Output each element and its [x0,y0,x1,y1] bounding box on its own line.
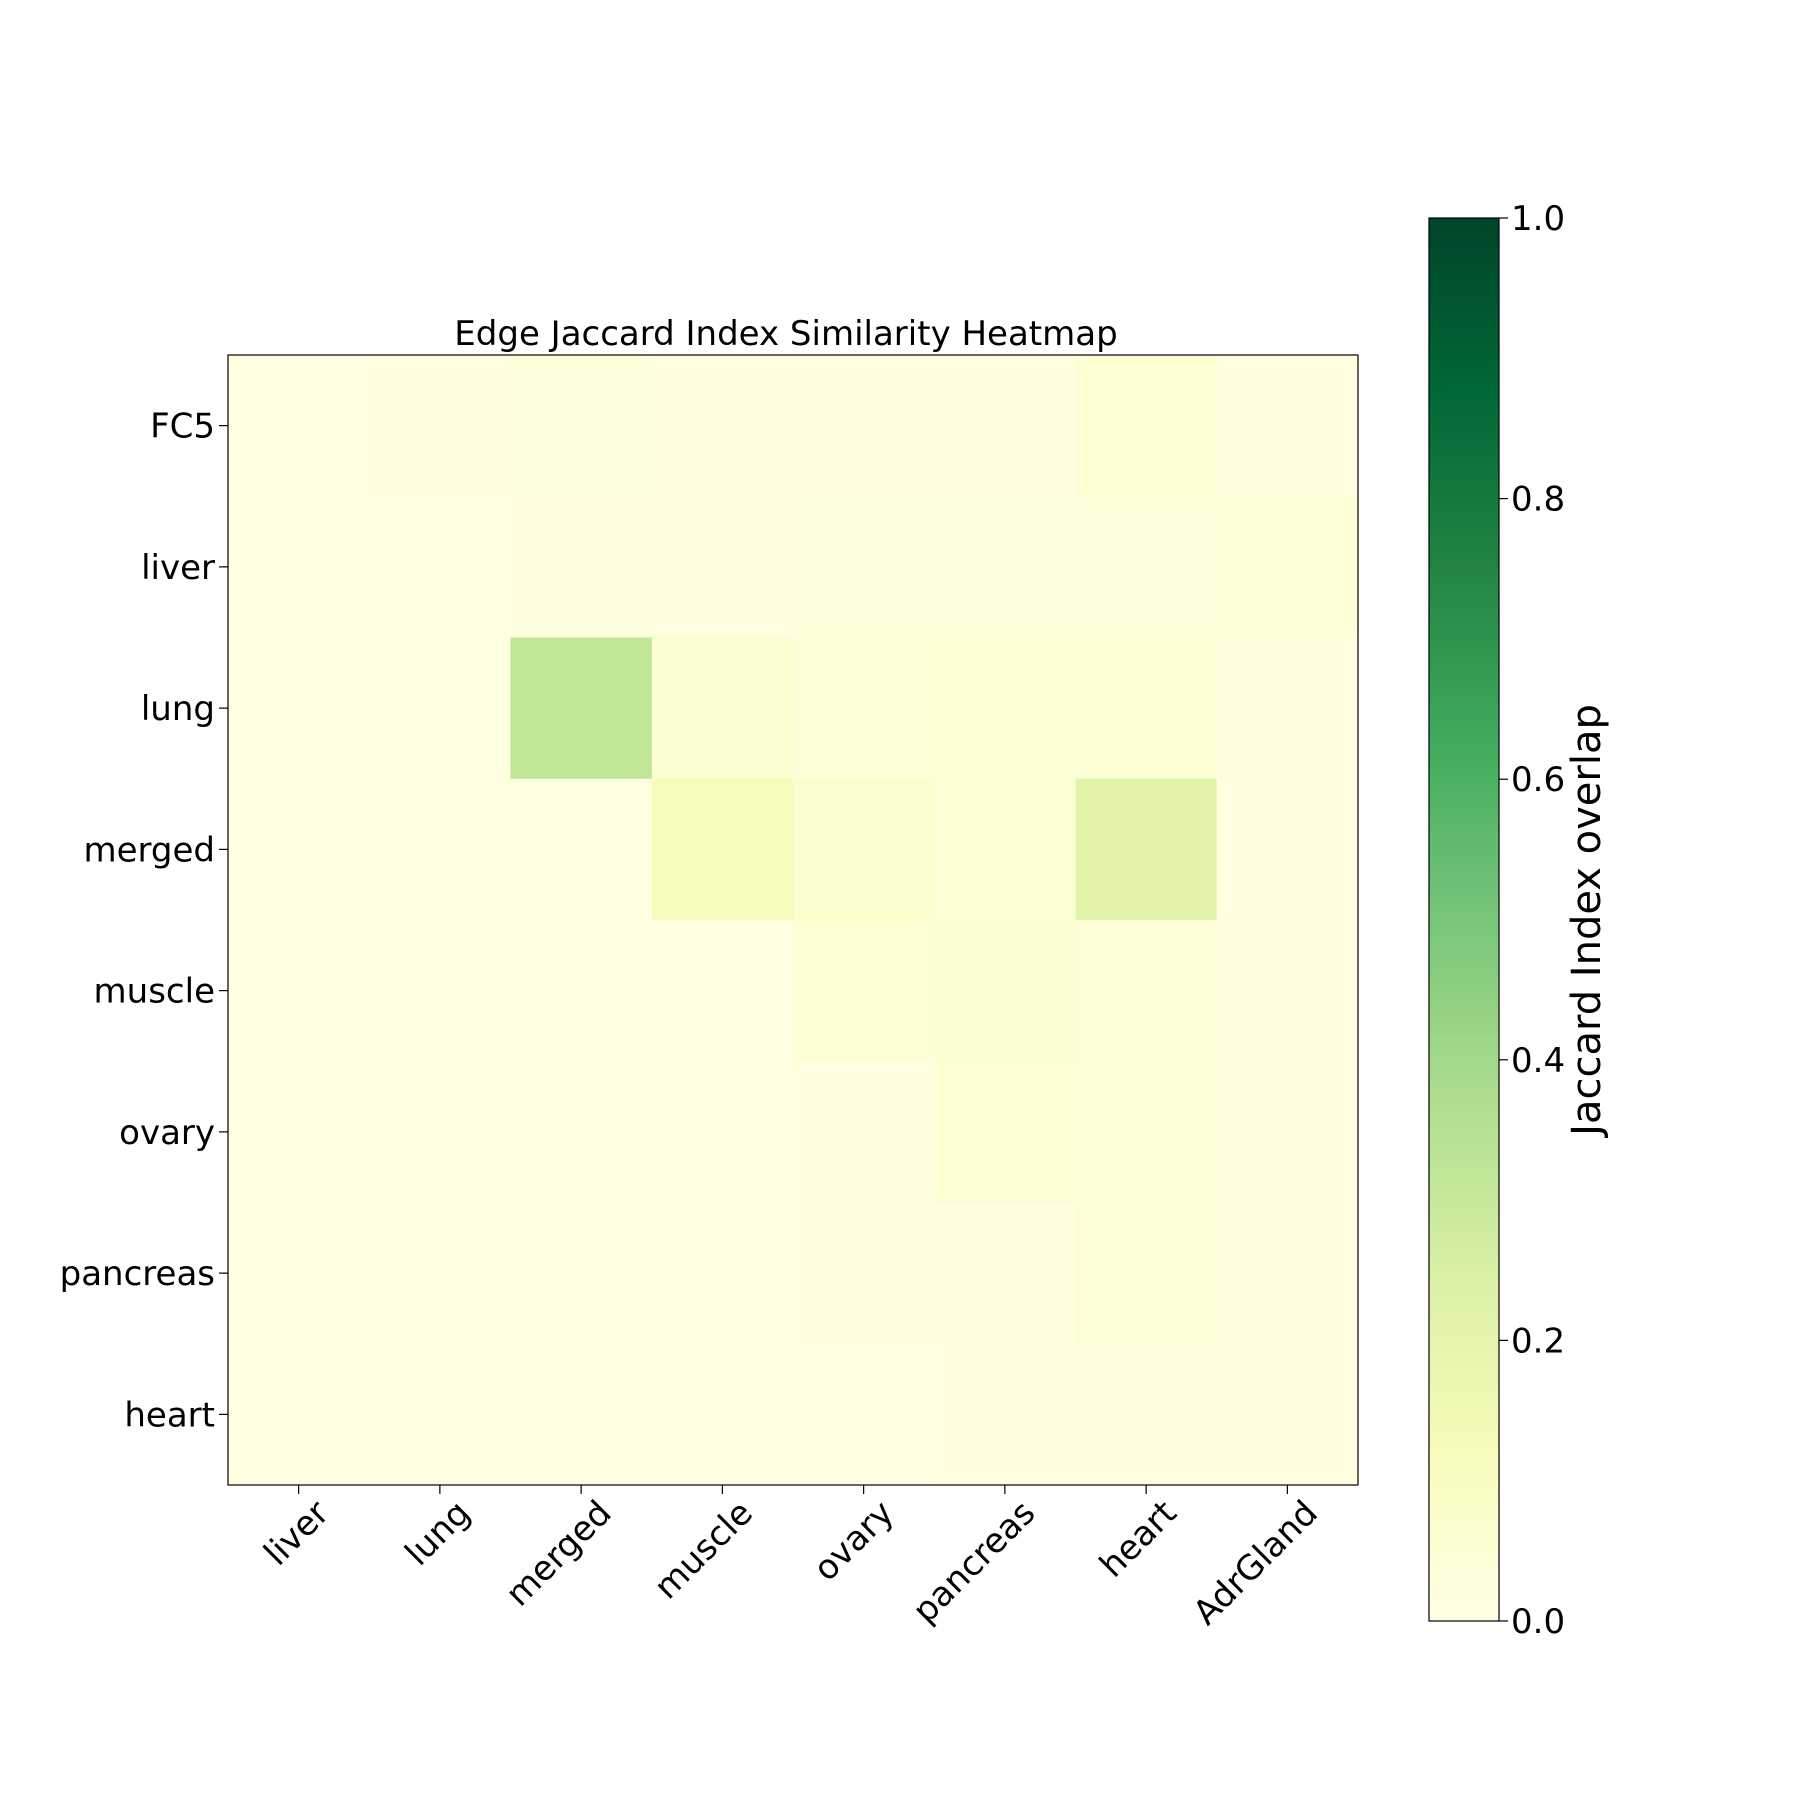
heatmap-cell [369,1343,511,1486]
y-tick-label: heart [124,1395,215,1435]
heatmap-cell [793,778,935,921]
heatmap-cell [793,355,935,497]
heatmap-cell [228,637,370,780]
heatmap-cell [369,1202,511,1345]
heatmap-cell [510,778,653,921]
heatmap-cell [651,637,794,780]
heatmap-cell [793,637,935,780]
heatmap-cell [651,496,794,638]
heatmap-cell [1216,637,1359,780]
x-tick-label: heart [1092,1493,1184,1585]
x-tick-label: muscle [647,1493,761,1607]
x-tick-label: ovary [806,1493,902,1589]
heatmap-cell [793,1343,935,1486]
heatmap-cell [228,355,370,497]
heatmap-cell [228,1061,370,1203]
x-axis: liver lung merged muscle ovary pancreas heart A… [256,1485,1326,1633]
heatmap-cell [1216,778,1359,921]
heatmap-cell [651,1202,794,1345]
colorbar-tick-label: 0.0 [1511,1602,1565,1642]
colorbar-label: Jaccard Index overlap [1564,704,1610,1139]
colorbar-axis: 0.0 0.2 0.4 0.6 0.8 1.0 [1499,199,1565,1642]
heatmap-cell [651,778,794,921]
heatmap-cell [1216,1343,1359,1486]
heatmap-cell [510,1343,653,1486]
heatmap-cell [228,920,370,1062]
heatmap-cell [1216,920,1359,1062]
colorbar-tick-label: 0.6 [1511,760,1565,800]
heatmap-cell [934,1343,1076,1486]
colorbar-tick-label: 0.2 [1511,1321,1565,1361]
heatmap-cell [369,496,511,638]
heatmap-cell [934,496,1076,638]
heatmap-cell [1075,920,1218,1062]
x-tick-label: pancreas [905,1493,1043,1631]
colorbar-tick-label: 0.8 [1511,480,1565,520]
heatmap-cell [1075,1061,1218,1203]
heatmap-cell [510,1202,653,1345]
x-tick-label: lung [398,1493,479,1574]
y-tick-label: FC5 [150,407,215,447]
heatmap-cell [228,1343,370,1486]
x-tick-label: AdrGland [1186,1493,1326,1633]
x-tick-label: liver [256,1493,337,1574]
heatmap-cell [1216,1061,1359,1203]
colorbar-tick-label: 0.4 [1511,1041,1565,1081]
heatmap-cell [1075,1343,1218,1486]
chart-title: Edge Jaccard Index Similarity Heatmap [454,314,1117,354]
heatmap-cell [793,1202,935,1345]
heatmap-cell [1075,496,1218,638]
heatmap-cell [934,920,1076,1062]
y-tick-label: pancreas [60,1254,215,1294]
heatmap-cell [793,1061,935,1203]
heatmap-cell [510,1061,653,1203]
heatmap-cells [228,355,1359,1486]
heatmap-cell [510,637,653,780]
heatmap-cell [369,920,511,1062]
heatmap-cell [1216,496,1359,638]
heatmap-cell [934,1202,1076,1345]
heatmap-cell [793,496,935,638]
heatmap-cell [369,637,511,780]
heatmap-cell [1075,355,1218,497]
heatmap-cell [510,496,653,638]
plot-frame [227,354,1359,1486]
heatmap-cell [228,778,370,921]
y-tick-label: muscle [94,972,215,1012]
x-tick-label: merged [498,1493,619,1614]
heatmap-cell [369,778,511,921]
heatmap-cell [510,920,653,1062]
heatmap-cell [651,355,794,497]
heatmap-cell [1216,355,1359,497]
y-tick-label: merged [83,830,215,870]
heatmap-cell [651,1343,794,1486]
heatmap-cell [510,355,653,497]
heatmap-cell [1075,1202,1218,1345]
heatmap-cell [934,637,1076,780]
heatmap-cell [651,1061,794,1203]
y-tick-label: ovary [119,1113,215,1153]
heatmap-cell [793,920,935,1062]
heatmap-cell [934,778,1076,921]
heatmap-cell [228,496,370,638]
heatmap-cell [1075,778,1218,921]
heatmap-cell [369,355,511,497]
heatmap-cell [1075,637,1218,780]
heatmap-cell [934,355,1076,497]
y-tick-label: liver [141,548,215,588]
heatmap-cell [651,920,794,1062]
heatmap-cell [1216,1202,1359,1345]
heatmap-cell [369,1061,511,1203]
colorbar [1428,217,1500,1622]
y-tick-label: lung [141,689,215,729]
heatmap-cell [934,1061,1076,1203]
y-axis: FC5 liver lung merged muscle ovary pancreas hea… [60,407,228,1435]
heatmap-cell [228,1202,370,1345]
colorbar-tick-label: 1.0 [1511,199,1565,239]
